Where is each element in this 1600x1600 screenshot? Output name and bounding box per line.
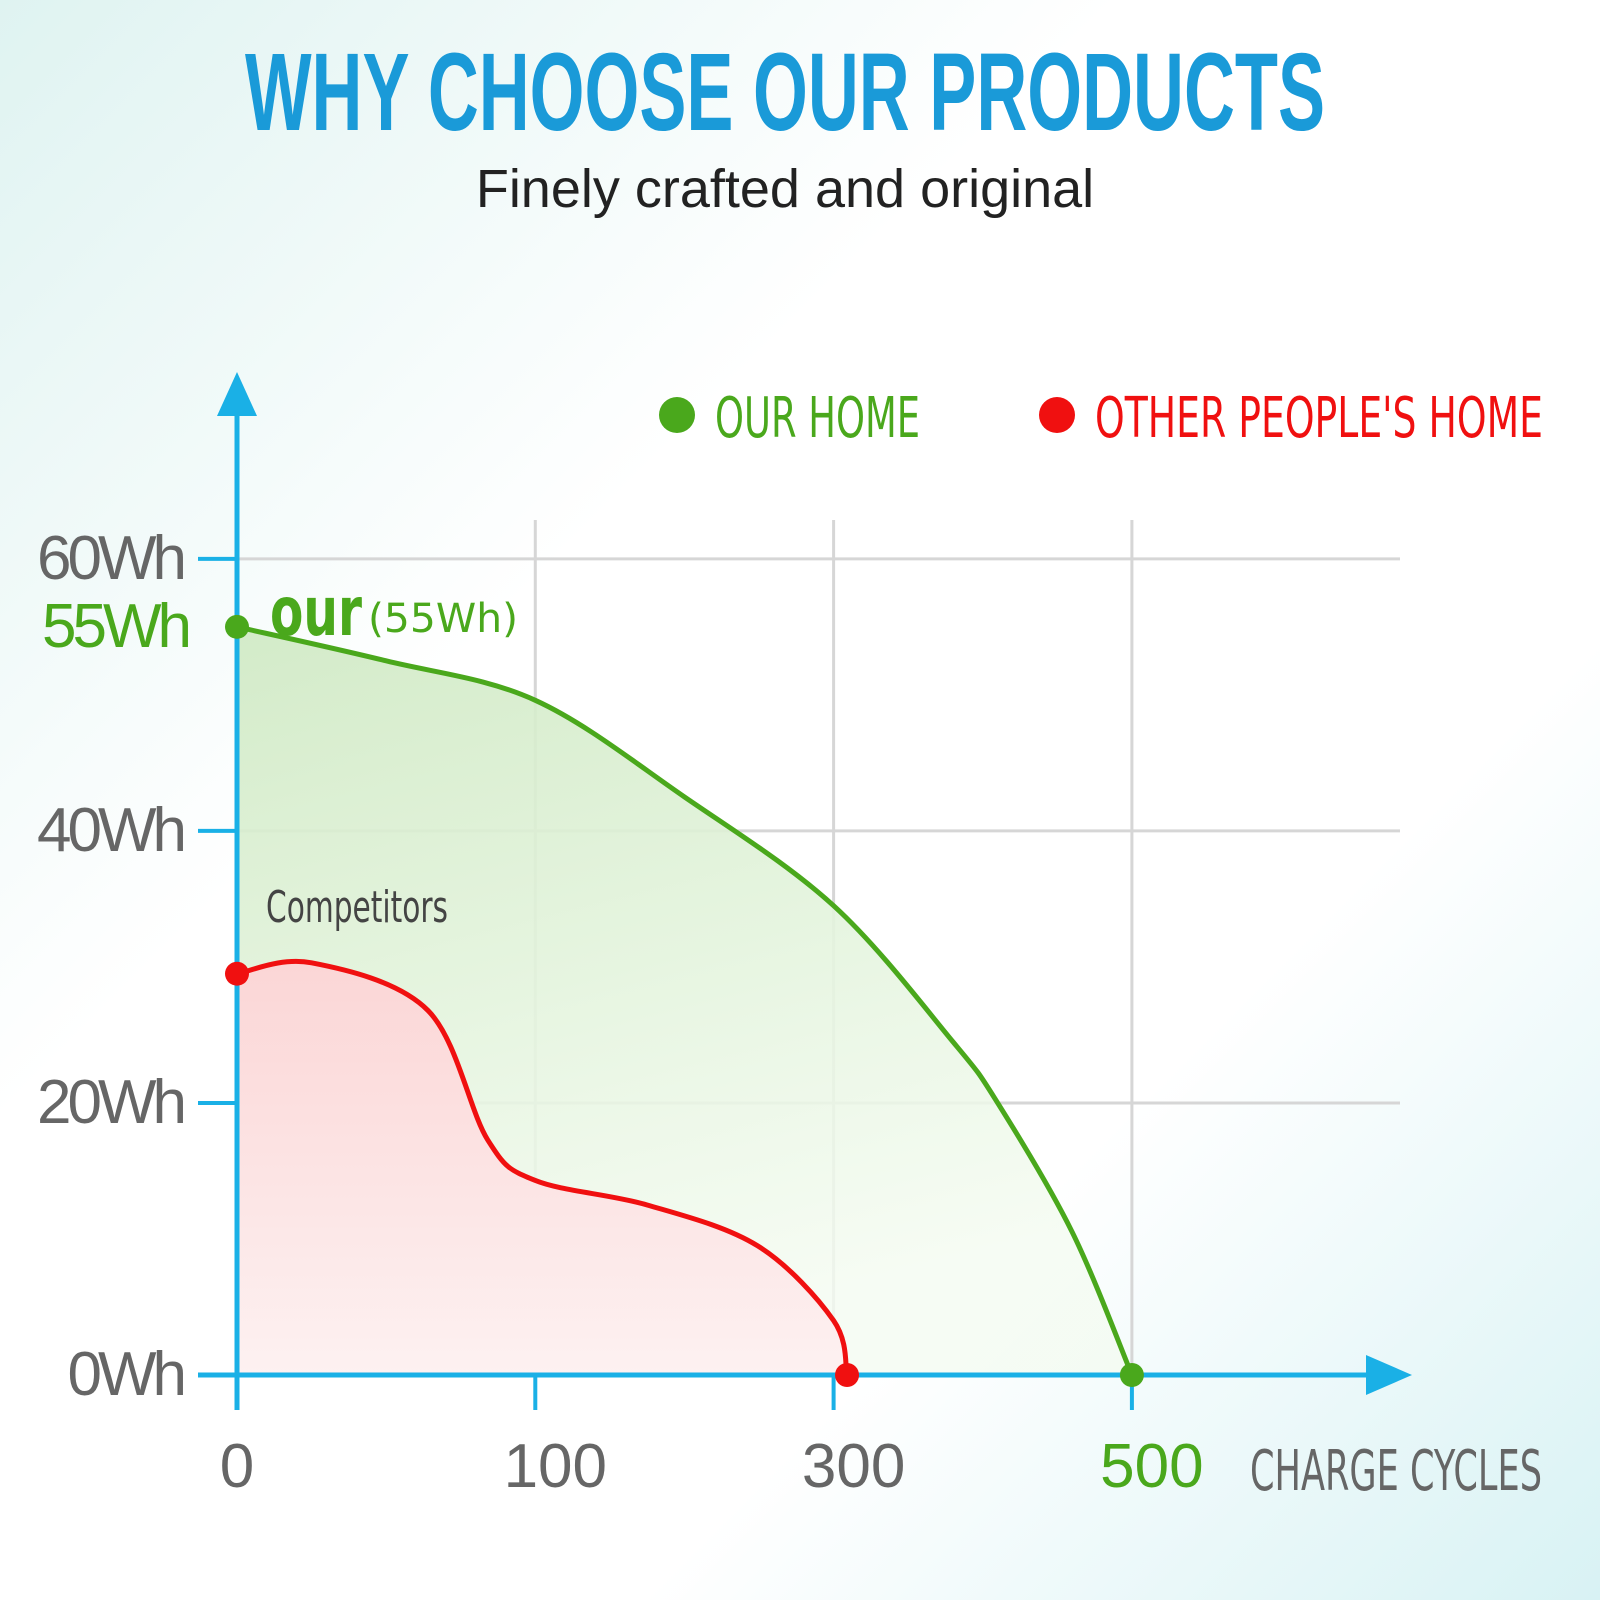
legend-label: OUR HOME <box>715 386 920 451</box>
chart-title: WHY CHOOSE OUR PRODUCTS <box>245 31 1325 154</box>
area-fill <box>237 961 848 1375</box>
point <box>225 614 249 639</box>
legend-marker <box>1039 397 1075 433</box>
annotation: (55Wh) <box>368 596 518 642</box>
point <box>1119 1363 1144 1387</box>
y-tick-label: 55Wh <box>42 592 188 661</box>
legend-marker <box>659 397 695 433</box>
annotation: our <box>270 573 362 652</box>
y-tick-label: 40Wh <box>37 796 183 865</box>
line <box>236 624 1135 1376</box>
legend-label: OTHER PEOPLE'S HOME <box>1095 386 1543 451</box>
line <box>236 959 850 1376</box>
chart-subtitle: Finely crafted and original <box>476 159 1094 219</box>
point <box>835 1363 860 1387</box>
point <box>225 961 249 986</box>
annotation: Competitors <box>266 882 448 933</box>
y-tick-label: 0Wh <box>68 1340 184 1409</box>
x-tick-label: 0 <box>220 1432 254 1501</box>
x-axis-label: CHARGE CYCLES <box>1250 1439 1542 1504</box>
x-tick-label: 300 <box>802 1432 905 1501</box>
y-tick-label: 20Wh <box>37 1068 183 1137</box>
y-axis-arrow <box>217 372 257 416</box>
x-tick-label: 100 <box>504 1432 607 1501</box>
x-tick-label: 500 <box>1100 1432 1203 1501</box>
y-tick-label: 60Wh <box>37 524 183 593</box>
x-axis-arrow <box>1366 1355 1412 1395</box>
